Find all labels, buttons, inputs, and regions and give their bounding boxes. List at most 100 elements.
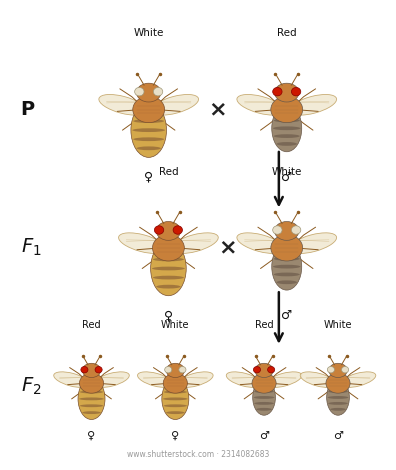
Ellipse shape [137,372,173,387]
Ellipse shape [137,147,161,150]
Ellipse shape [164,391,187,393]
Ellipse shape [342,367,348,373]
Ellipse shape [254,402,274,405]
Ellipse shape [266,372,302,387]
Text: ×: × [208,100,227,119]
Ellipse shape [80,373,104,393]
Text: White: White [324,320,352,330]
Ellipse shape [328,402,348,405]
Text: ♀: ♀ [164,309,173,322]
Text: ♂: ♂ [281,171,292,184]
Ellipse shape [254,390,274,393]
Ellipse shape [271,235,303,261]
Ellipse shape [268,367,275,373]
Text: Red: Red [277,28,297,39]
Ellipse shape [135,87,144,96]
Ellipse shape [289,233,337,253]
Ellipse shape [300,372,336,387]
Ellipse shape [79,398,104,400]
Text: ♂: ♂ [259,431,269,441]
Ellipse shape [274,273,300,276]
Ellipse shape [78,378,105,420]
Ellipse shape [153,276,184,280]
Ellipse shape [291,226,301,234]
Text: $F_2$: $F_2$ [21,376,41,397]
Ellipse shape [93,372,129,387]
Ellipse shape [118,233,166,253]
Ellipse shape [152,235,185,261]
Ellipse shape [289,94,337,115]
Ellipse shape [226,372,262,387]
Ellipse shape [156,285,181,289]
Ellipse shape [252,373,276,393]
Ellipse shape [165,367,172,373]
Ellipse shape [253,367,261,373]
Ellipse shape [330,384,346,387]
Ellipse shape [131,103,166,157]
Ellipse shape [330,408,346,411]
Text: ♂: ♂ [333,431,343,441]
Ellipse shape [276,111,297,115]
Ellipse shape [82,384,101,386]
Ellipse shape [54,372,89,387]
Ellipse shape [253,396,274,399]
Text: P: P [21,100,35,119]
Text: Red: Red [159,167,178,177]
Text: ♂: ♂ [281,309,292,322]
Ellipse shape [133,119,164,123]
Ellipse shape [274,83,299,102]
Ellipse shape [81,367,88,373]
Ellipse shape [80,391,103,393]
Ellipse shape [152,266,185,270]
Ellipse shape [132,128,165,132]
Ellipse shape [276,142,297,146]
Ellipse shape [166,411,185,414]
Ellipse shape [156,221,181,240]
Ellipse shape [273,87,282,96]
Ellipse shape [273,226,282,234]
Text: ×: × [218,238,237,258]
Ellipse shape [327,380,349,415]
Ellipse shape [163,398,188,400]
Ellipse shape [150,241,186,296]
Ellipse shape [272,243,302,290]
Text: ♀: ♀ [88,431,95,441]
Ellipse shape [329,363,347,377]
Ellipse shape [137,110,161,114]
Ellipse shape [82,411,101,414]
Ellipse shape [153,258,184,261]
Ellipse shape [166,363,185,377]
Ellipse shape [274,221,299,240]
Ellipse shape [328,390,348,393]
Ellipse shape [255,363,273,377]
Ellipse shape [80,404,103,407]
Text: White: White [161,320,190,330]
Text: $F_1$: $F_1$ [21,237,41,258]
Ellipse shape [173,226,183,234]
Ellipse shape [256,384,272,387]
Ellipse shape [133,96,165,123]
Ellipse shape [326,373,350,393]
Ellipse shape [274,118,300,122]
Ellipse shape [237,233,284,253]
Text: Red: Red [255,320,273,330]
Ellipse shape [154,226,164,234]
Text: ♀: ♀ [144,171,153,184]
Ellipse shape [137,83,161,102]
Ellipse shape [156,249,181,252]
Ellipse shape [171,233,218,253]
Ellipse shape [179,367,186,373]
Ellipse shape [271,96,303,123]
Ellipse shape [273,126,301,130]
Text: Red: Red [82,320,101,330]
Ellipse shape [151,94,198,115]
Ellipse shape [340,372,376,387]
Ellipse shape [276,281,297,284]
Ellipse shape [327,367,335,373]
Ellipse shape [162,378,189,420]
Ellipse shape [274,257,300,261]
Ellipse shape [95,367,102,373]
Ellipse shape [272,105,302,152]
Ellipse shape [177,372,213,387]
Ellipse shape [291,87,301,96]
